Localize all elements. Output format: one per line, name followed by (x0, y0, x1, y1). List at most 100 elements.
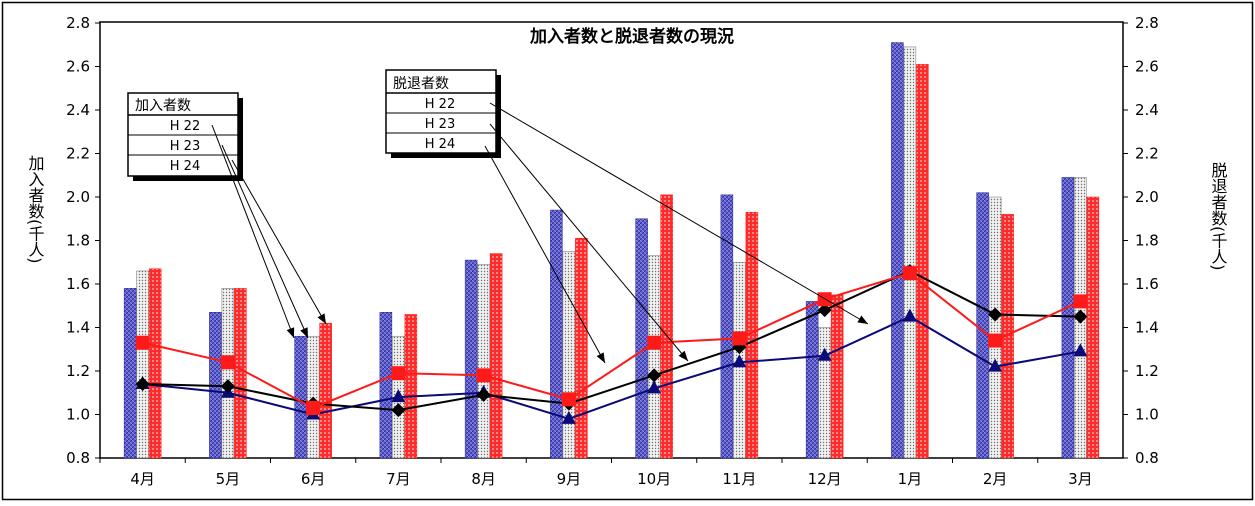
legend-arrow-head (857, 315, 868, 324)
y-tick-label: 1.8 (66, 232, 90, 250)
legend-bars-item: H 23 (170, 139, 200, 154)
marker-h22 (817, 347, 832, 361)
y2-tick-label: 2.4 (1135, 101, 1159, 119)
y2-tick-label: 2.2 (1135, 145, 1159, 163)
y-tick-label: 1.2 (66, 362, 90, 380)
x-category-label: 7月 (386, 470, 411, 488)
legend-arrow-line (484, 145, 606, 364)
y-tick-label: 1.6 (66, 275, 90, 293)
legend-arrow-line (211, 124, 295, 339)
bar-h24 (830, 294, 844, 459)
marker-h22 (902, 308, 917, 322)
marker-h22 (732, 354, 747, 368)
x-category-label: 8月 (471, 470, 496, 488)
bar-h23 (903, 46, 917, 459)
bar-h24 (660, 194, 673, 459)
bar-h23 (562, 251, 576, 459)
x-category-label: 1月 (898, 470, 923, 488)
y-tick-label: 1.4 (66, 319, 90, 337)
y2-tick-label: 2.8 (1135, 14, 1159, 32)
legend-arrows (211, 102, 869, 364)
marker-h23 (988, 307, 1003, 322)
bar-h22 (464, 259, 478, 459)
marker-h24 (306, 400, 321, 415)
marker-h24 (647, 335, 662, 350)
bar-h23 (647, 255, 661, 459)
x-category-label: 6月 (301, 470, 326, 488)
y2-tick-label: 2.0 (1135, 188, 1159, 206)
bar-h24 (575, 238, 588, 459)
bar-h23 (136, 270, 149, 459)
x-category-label: 4月 (130, 470, 155, 488)
marker-h24 (732, 331, 747, 346)
bar-h22 (976, 192, 989, 459)
y2-tick-label: 1.0 (1135, 406, 1159, 424)
y2-tick-label: 1.8 (1135, 232, 1159, 250)
bar-h22 (720, 194, 734, 459)
y2-tick-label: 2.6 (1135, 58, 1159, 76)
legend-lines: 脱退者数 H 22 H 23 H 24 (385, 69, 501, 158)
bar-h24 (404, 314, 418, 459)
marker-h23 (817, 303, 832, 318)
line-h24 (142, 272, 1081, 410)
y2-axis-label: 脱退者数(千人) (1209, 162, 1228, 270)
x-category-label: 2月 (983, 470, 1008, 488)
bar-h24 (148, 268, 162, 459)
legend-bars: 加入者数 H 22 H 23 H 24 (127, 92, 243, 181)
y2-tick-label: 1.2 (1135, 362, 1159, 380)
bar-h22 (123, 288, 137, 459)
marker-h24 (476, 368, 491, 383)
marker-h24 (817, 292, 832, 307)
legend-arrow-line (489, 123, 689, 362)
legend-bars-title: 加入者数 (135, 98, 191, 114)
legend-arrow-head (678, 350, 688, 361)
y-tick-label: 2.2 (66, 145, 90, 163)
legend-arrow-line (489, 102, 869, 325)
legend-lines-item: H 23 (425, 117, 455, 132)
bar-h23 (221, 288, 235, 459)
legend-arrow-head (596, 352, 605, 363)
y-tick-label: 0.8 (66, 449, 90, 467)
chart-title: 加入者数と脱退者数の現況 (529, 26, 734, 47)
marker-h22 (1073, 343, 1088, 357)
legend-arrow-head (300, 327, 308, 338)
bar-h22 (635, 218, 648, 459)
bar-h23 (988, 196, 1002, 459)
bar-h23 (477, 264, 490, 459)
x-category-label: 5月 (216, 470, 241, 488)
legend-arrow-head (286, 327, 295, 338)
marker-h22 (391, 389, 406, 403)
marker-h24 (135, 335, 150, 350)
legend-arrow-head (317, 313, 326, 324)
x-category-label: 9月 (557, 470, 582, 488)
line-h22 (142, 315, 1081, 420)
y-axis-label: 加入者数(千人) (26, 155, 45, 263)
marker-h24 (988, 333, 1003, 348)
bar-h24 (916, 64, 929, 459)
bar-h22 (805, 301, 819, 459)
marker-h23 (135, 377, 150, 392)
bar-h24 (234, 288, 247, 459)
marker-h24 (561, 392, 576, 407)
bar-h22 (550, 209, 563, 459)
marker-h24 (902, 266, 917, 281)
x-category-label: 12月 (808, 470, 842, 488)
marker-h22 (988, 358, 1003, 372)
bar-h23 (818, 327, 831, 459)
legend-arrow-line (221, 144, 309, 339)
marker-h24 (391, 366, 406, 381)
bar-h22 (891, 42, 904, 459)
bar-series-group (123, 42, 1100, 459)
x-category-label: 3月 (1068, 470, 1093, 488)
marker-h23 (476, 387, 491, 402)
bar-h22 (294, 335, 307, 459)
legend-bars-item: H 24 (170, 159, 200, 174)
y-tick-label: 1.0 (66, 406, 90, 424)
legend-lines-box (385, 69, 497, 154)
x-axis-categories: 4月 5月 6月 7月 8月 9月 10月 11月 12月 1月 2月 3月 (99, 458, 1093, 488)
x-category-label: 10月 (637, 470, 671, 488)
legend-arrow-line (231, 159, 327, 325)
